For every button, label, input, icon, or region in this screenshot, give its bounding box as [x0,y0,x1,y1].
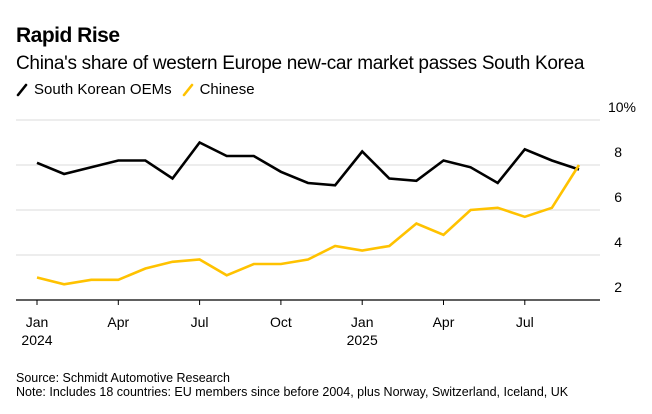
x-tick-label: Apr [107,314,129,330]
x-tick-label: Jan [26,314,49,330]
y-tick-label: 4 [614,234,622,250]
x-tick-year-label: 2024 [21,332,52,348]
x-tick-label: Jan [351,314,374,330]
y-axis-labels: 10% 8 6 4 2 [608,99,636,295]
series-line-chinese [36,164,581,286]
legend-label-south-korean: South Korean OEMs [34,81,172,98]
legend: South Korean OEMs Chinese [16,81,265,98]
series-line-south-korean-oems [36,140,580,187]
gridlines [16,119,600,256]
x-tick-label: Jul [516,314,534,330]
x-tick-label: Oct [270,314,292,330]
note-text: Note: Includes 18 countries: EU members … [16,385,569,399]
chart-title: Rapid Rise [16,24,120,47]
chart-subtitle: China's share of western Europe new-car … [16,53,585,74]
series-lines [36,140,581,286]
x-axis: Jan 2024 Apr Jul Oct Jan 2025 Apr Jul [16,299,600,348]
x-tick-year-label: 2025 [347,332,378,348]
legend-label-chinese: Chinese [199,81,255,98]
y-tick-label: 2 [614,279,622,295]
y-tick-label: 10% [608,99,636,115]
legend-swatch-south-korean-icon [16,83,28,96]
legend-item-south-korean: South Korean OEMs [16,81,172,98]
x-tick-label: Jul [191,314,209,330]
x-tick-label: Apr [433,314,455,330]
legend-item-chinese: Chinese [182,81,255,98]
legend-swatch-chinese-icon [182,83,193,96]
source-text: Source: Schmidt Automotive Research [16,371,230,385]
y-tick-label: 6 [614,189,622,205]
y-tick-label: 8 [614,144,622,160]
